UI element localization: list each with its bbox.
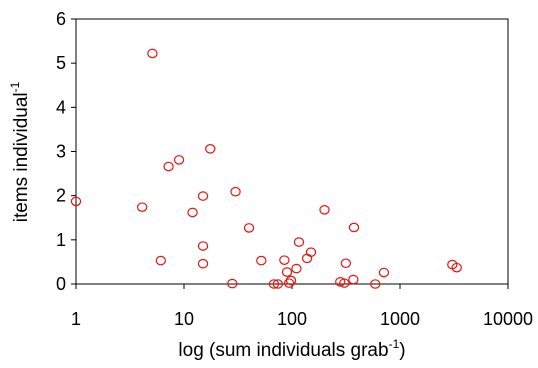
x-axis-title-main: log (sum individuals grab — [178, 340, 388, 361]
data-point — [163, 161, 174, 172]
y-tick-label: 1 — [56, 230, 66, 250]
data-point — [370, 279, 381, 289]
data-point — [227, 278, 238, 289]
data-point — [187, 207, 198, 218]
data-point — [285, 275, 297, 286]
data-point — [340, 258, 352, 269]
data-point — [70, 196, 82, 207]
y-axis-ticks: 0 1 2 3 4 5 6 — [56, 9, 76, 294]
data-point — [272, 279, 284, 289]
data-point — [281, 267, 293, 277]
x-tick-label: 10 — [174, 309, 194, 329]
data-point — [279, 255, 290, 265]
data-point — [348, 274, 359, 285]
data-point — [205, 144, 216, 154]
data-point — [197, 191, 209, 201]
data-point — [293, 237, 305, 247]
x-tick-label: 1000 — [380, 309, 420, 329]
data-point — [197, 258, 209, 269]
y-tick-label: 4 — [56, 97, 66, 117]
plot-area — [75, 18, 509, 285]
data-point — [291, 263, 302, 274]
data-points — [70, 48, 462, 289]
data-point — [155, 255, 167, 266]
data-point — [319, 205, 330, 215]
data-point — [451, 262, 462, 273]
x-axis-title: log (sum individuals grab-1) — [178, 337, 405, 361]
data-point — [230, 186, 241, 197]
x-axis-title-suffix: ) — [399, 340, 405, 361]
y-tick-label: 3 — [56, 142, 66, 162]
y-axis-title-superscript: -1 — [8, 81, 22, 92]
y-tick-label: 0 — [56, 274, 66, 294]
y-tick-label: 2 — [56, 186, 66, 206]
x-tick-label: 10000 — [483, 309, 533, 329]
data-point — [268, 279, 280, 289]
x-tick-label: 100 — [277, 309, 307, 329]
data-point — [243, 223, 255, 233]
y-axis-title: items individual-1 — [8, 81, 32, 222]
x-axis-ticks: 1 10 100 1000 10000 — [71, 284, 533, 329]
data-point — [339, 278, 350, 288]
y-axis-title-main: items individual — [11, 92, 32, 222]
data-point — [301, 253, 313, 264]
data-point — [305, 247, 317, 257]
plot-frame — [75, 18, 509, 285]
data-point — [378, 267, 390, 278]
y-tick-label: 5 — [56, 53, 66, 73]
data-point — [256, 255, 267, 266]
y-tick-label: 6 — [56, 9, 66, 29]
x-axis-title-superscript: -1 — [389, 337, 400, 351]
data-point — [136, 202, 148, 212]
data-point — [197, 241, 209, 251]
data-point — [348, 222, 360, 233]
x-tick-label: 1 — [71, 309, 81, 329]
data-point — [173, 155, 185, 165]
data-point — [283, 278, 295, 288]
data-point — [147, 48, 158, 59]
